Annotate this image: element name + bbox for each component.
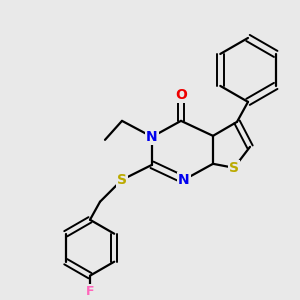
Text: S: S [117, 173, 127, 187]
Text: O: O [175, 88, 187, 102]
Text: F: F [86, 285, 94, 298]
Text: S: S [229, 161, 239, 175]
Text: N: N [178, 173, 190, 187]
Text: N: N [146, 130, 158, 144]
